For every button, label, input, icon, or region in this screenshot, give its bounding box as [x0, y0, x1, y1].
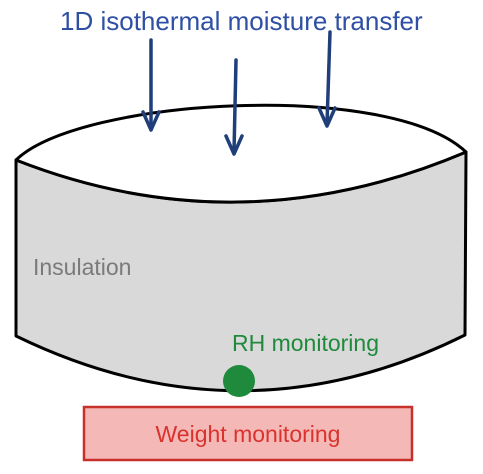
- weight-monitoring-plate: [82, 405, 414, 462]
- down-arrow-icon: [317, 30, 337, 128]
- down-arrow-icon: [224, 58, 244, 156]
- rh-monitoring-label: RH monitoring: [232, 330, 379, 356]
- diagram-title: 1D isothermal moisture transfer: [60, 6, 423, 36]
- down-arrow-icon: [141, 38, 161, 132]
- insulation-label: Insulation: [33, 254, 132, 280]
- cylinder-top-face: [14, 103, 468, 204]
- weight-monitoring-label: Weight monitoring: [155, 421, 341, 447]
- sensor-dot-icon: [223, 365, 255, 397]
